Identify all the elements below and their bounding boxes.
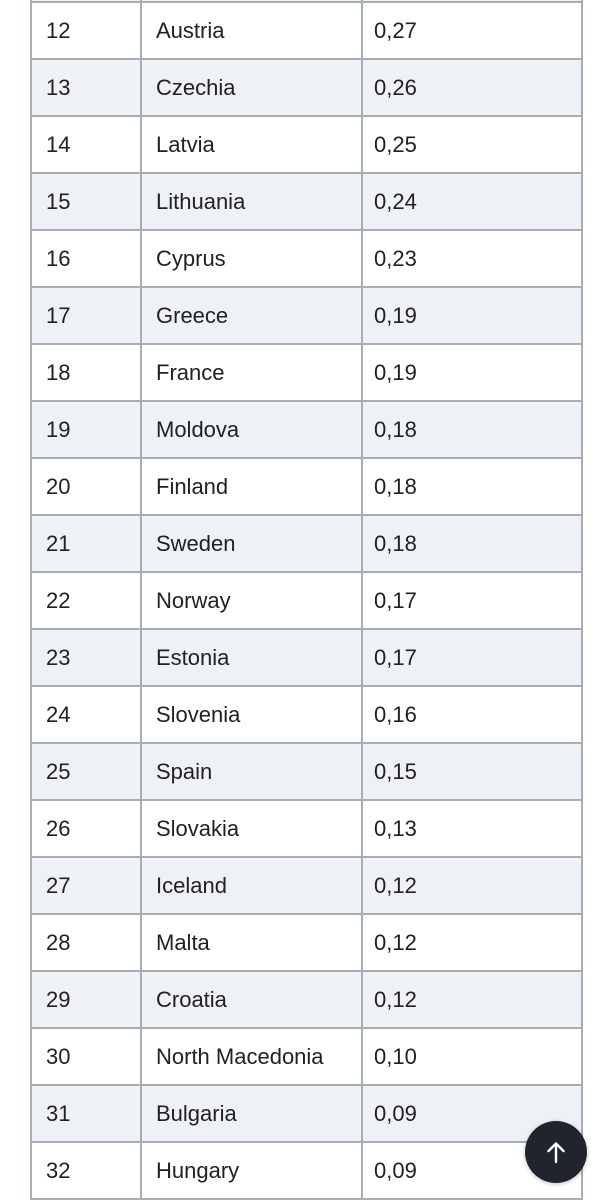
country-cell: North Macedonia (140, 1027, 363, 1086)
table-row: 13 Czechia 0,26 (30, 58, 583, 117)
rank-cell: 15 (30, 172, 142, 231)
value-cell: 0,27 (361, 1, 583, 60)
rank-cell: 13 (30, 58, 142, 117)
rank-cell: 23 (30, 628, 142, 687)
table-row: 32 Hungary 0,09 (30, 1141, 583, 1200)
country-cell: Finland (140, 457, 363, 516)
country-cell: Norway (140, 571, 363, 630)
table-row: 12 Austria 0,27 (30, 1, 583, 60)
country-cell: Cyprus (140, 229, 363, 288)
table-row: 20 Finland 0,18 (30, 457, 583, 516)
table-row: 16 Cyprus 0,23 (30, 229, 583, 288)
up-arrow-icon (539, 1135, 573, 1169)
country-cell: Spain (140, 742, 363, 801)
rankings-table-body: 12 Austria 0,27 13 Czechia 0,26 14 Latvia 0,25 15… (30, 0, 583, 1200)
value-cell: 0,26 (361, 58, 583, 117)
country-cell: Lithuania (140, 172, 363, 231)
value-cell: 0,10 (361, 1027, 583, 1086)
rank-cell: 28 (30, 913, 142, 972)
value-cell: 0,17 (361, 628, 583, 687)
table-row: 27 Iceland 0,12 (30, 856, 583, 915)
rankings-table-container: 12 Austria 0,27 13 Czechia 0,26 14 Latvia 0,25 15… (30, 0, 583, 1200)
country-cell: Bulgaria (140, 1084, 363, 1143)
table-row: 17 Greece 0,19 (30, 286, 583, 345)
table-row: 25 Spain 0,15 (30, 742, 583, 801)
rankings-table: 12 Austria 0,27 13 Czechia 0,26 14 Latvia 0,25 15… (30, 0, 583, 1200)
country-cell: Latvia (140, 115, 363, 174)
table-row: 18 France 0,19 (30, 343, 583, 402)
value-cell: 0,16 (361, 685, 583, 744)
value-cell: 0,12 (361, 856, 583, 915)
value-cell: 0,15 (361, 742, 583, 801)
value-cell: 0,23 (361, 229, 583, 288)
rank-cell: 24 (30, 685, 142, 744)
rank-cell: 14 (30, 115, 142, 174)
country-cell: Slovenia (140, 685, 363, 744)
country-cell: Moldova (140, 400, 363, 459)
table-row: 29 Croatia 0,12 (30, 970, 583, 1029)
table-row: 23 Estonia 0,17 (30, 628, 583, 687)
rank-cell: 16 (30, 229, 142, 288)
country-cell: Croatia (140, 970, 363, 1029)
table-row: 24 Slovenia 0,16 (30, 685, 583, 744)
rank-cell: 17 (30, 286, 142, 345)
rank-cell: 18 (30, 343, 142, 402)
rank-cell: 29 (30, 970, 142, 1029)
country-cell: France (140, 343, 363, 402)
value-cell: 0,19 (361, 343, 583, 402)
table-row: 15 Lithuania 0,24 (30, 172, 583, 231)
rank-cell: 22 (30, 571, 142, 630)
table-row: 26 Slovakia 0,13 (30, 799, 583, 858)
rank-cell: 26 (30, 799, 142, 858)
country-cell: Czechia (140, 58, 363, 117)
table-row: 30 North Macedonia 0,10 (30, 1027, 583, 1086)
value-cell: 0,18 (361, 514, 583, 573)
value-cell: 0,25 (361, 115, 583, 174)
value-cell: 0,13 (361, 799, 583, 858)
rank-cell: 25 (30, 742, 142, 801)
value-cell: 0,24 (361, 172, 583, 231)
value-cell: 0,19 (361, 286, 583, 345)
rank-cell: 12 (30, 1, 142, 60)
rank-cell: 19 (30, 400, 142, 459)
country-cell: Malta (140, 913, 363, 972)
table-row: 19 Moldova 0,18 (30, 400, 583, 459)
rank-cell: 31 (30, 1084, 142, 1143)
country-cell: Hungary (140, 1141, 363, 1200)
value-cell: 0,18 (361, 400, 583, 459)
rank-cell: 21 (30, 514, 142, 573)
country-cell: Sweden (140, 514, 363, 573)
value-cell: 0,18 (361, 457, 583, 516)
rank-cell: 20 (30, 457, 142, 516)
rank-cell: 27 (30, 856, 142, 915)
value-cell: 0,12 (361, 970, 583, 1029)
country-cell: Austria (140, 1, 363, 60)
country-cell: Greece (140, 286, 363, 345)
value-cell: 0,12 (361, 913, 583, 972)
scroll-to-top-button[interactable] (525, 1121, 587, 1183)
value-cell: 0,17 (361, 571, 583, 630)
rank-cell: 30 (30, 1027, 142, 1086)
table-row: 22 Norway 0,17 (30, 571, 583, 630)
table-row: 28 Malta 0,12 (30, 913, 583, 972)
table-row: 31 Bulgaria 0,09 (30, 1084, 583, 1143)
country-cell: Iceland (140, 856, 363, 915)
country-cell: Slovakia (140, 799, 363, 858)
rank-cell: 32 (30, 1141, 142, 1200)
country-cell: Estonia (140, 628, 363, 687)
table-row: 21 Sweden 0,18 (30, 514, 583, 573)
table-row: 14 Latvia 0,25 (30, 115, 583, 174)
value-cell: 0,09 (361, 1084, 583, 1143)
